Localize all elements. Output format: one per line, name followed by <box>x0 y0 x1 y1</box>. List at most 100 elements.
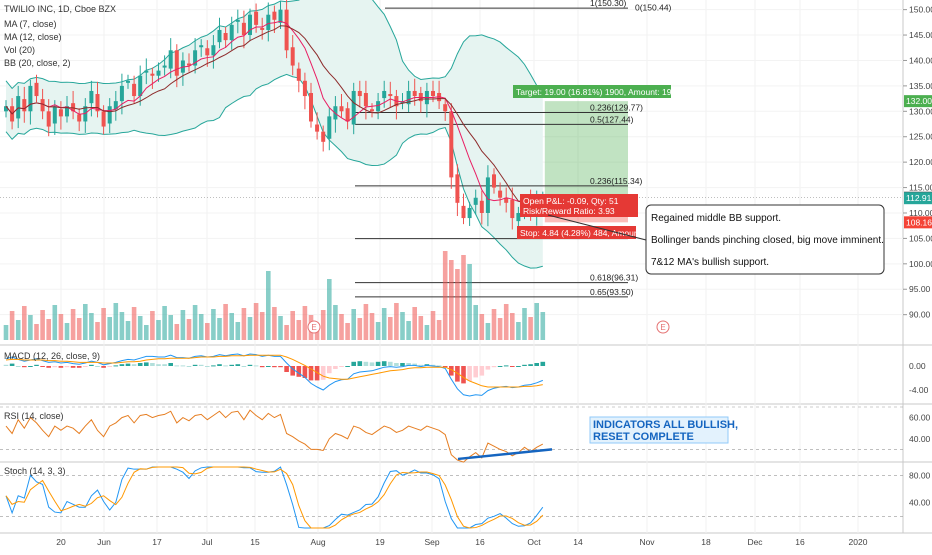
volume-bar <box>168 315 173 340</box>
macd-tick-label: -4.00 <box>909 385 929 395</box>
price-axis: 90.00 95.00 100.00 105.00 110.00 115.00 120.00… <box>56 5 932 547</box>
macd-histogram-bar <box>64 366 70 368</box>
earnings-marker-label: E <box>660 323 665 332</box>
x-tick-label: 2020 <box>849 537 868 547</box>
x-tick-label: Oct <box>527 537 541 547</box>
volume-bar <box>522 308 527 340</box>
macd-histogram-bar <box>412 363 417 366</box>
rsi-annotation-line-1: INDICATORS ALL BULLISH, <box>593 419 738 431</box>
candle-body <box>34 82 39 97</box>
fib-label: 0.5(127.44) <box>590 114 634 124</box>
macd-histogram-bar <box>119 364 125 366</box>
candle-body <box>290 47 295 66</box>
candle-body <box>302 80 307 97</box>
volume-bar <box>479 314 485 340</box>
macd-histogram-bar <box>534 363 539 366</box>
macd-histogram-bar <box>320 366 326 380</box>
price-tick-label: 100.00 <box>909 259 932 269</box>
candle-body <box>162 65 167 68</box>
macd-histogram-bar <box>430 364 436 366</box>
candle-body <box>28 85 33 112</box>
macd-histogram-bar <box>156 364 161 366</box>
volume-bar <box>235 322 241 340</box>
open-pl-label-bg <box>520 194 638 217</box>
volume-bar <box>528 317 533 340</box>
candle-body <box>205 48 210 56</box>
target-zone <box>544 101 628 198</box>
volume-bar <box>144 325 149 340</box>
macd-histogram-bar <box>528 364 533 366</box>
macd-histogram-bar <box>510 366 515 367</box>
callout-pointer <box>547 214 647 241</box>
macd-histogram-bar <box>229 364 234 366</box>
price-tick-label: 135.00 <box>909 81 932 91</box>
volume-bar <box>388 317 393 340</box>
macd-signal-line <box>5 354 543 388</box>
volume-bar <box>205 323 210 340</box>
macd-histogram-bar <box>168 363 173 366</box>
price-tick-label: 145.00 <box>909 30 932 40</box>
macd-histogram-bar <box>46 366 51 368</box>
candle-body <box>479 200 484 213</box>
fib-label: 1(150.30) <box>590 0 627 8</box>
macd-histogram-bar <box>522 364 527 366</box>
x-tick-label: 19 <box>375 537 385 547</box>
macd-histogram-bar <box>290 366 295 376</box>
macd-histogram-bar <box>418 364 424 366</box>
macd-histogram-bar <box>327 366 332 374</box>
volume-bar <box>229 313 234 340</box>
volume-bar <box>540 312 546 340</box>
candle-body <box>254 11 259 25</box>
volume-bar <box>534 303 539 340</box>
candle-body <box>516 212 521 222</box>
candle-body <box>16 96 21 119</box>
volume-bar <box>394 303 399 340</box>
volume-bar <box>101 308 106 340</box>
macd-histogram-bar <box>253 365 259 367</box>
bb-lower-line <box>5 73 543 269</box>
x-tick-label: 20 <box>56 537 66 547</box>
rsi-line <box>5 409 544 463</box>
x-tick-label: Aug <box>310 537 325 547</box>
earnings-marker <box>656 320 670 334</box>
price-tick-label: 95.00 <box>909 284 931 294</box>
volume-bar <box>516 322 521 340</box>
macd-histogram-bar <box>28 366 33 367</box>
candle-body <box>156 70 161 76</box>
macd-histogram-bar <box>375 361 381 366</box>
candle-body <box>284 9 289 51</box>
macd-histogram-bar <box>144 362 149 366</box>
macd-histogram-bar <box>52 366 58 368</box>
callout-line-3: 7&12 MA's bullish support. <box>651 257 769 268</box>
volume-bar <box>9 311 15 340</box>
macd-histogram-bar <box>259 366 265 368</box>
macd-histogram-bar <box>449 366 454 376</box>
macd-histogram-bar <box>34 364 39 366</box>
macd-histogram-bar <box>235 364 241 366</box>
rsi-title: RSI (14, close) <box>4 411 64 421</box>
macd-histogram-bar <box>192 364 198 366</box>
candle-body <box>248 14 252 36</box>
candle-body <box>217 29 222 43</box>
volume-bar <box>442 251 448 340</box>
stoch-d-line <box>5 466 544 529</box>
candle-body <box>95 94 100 112</box>
macd-title: MACD (12, 26, close, 9) <box>4 351 100 361</box>
candle-body <box>211 45 216 56</box>
candle-body <box>309 93 313 122</box>
candle-body <box>187 63 191 66</box>
macd-histogram-bar <box>15 366 21 367</box>
volume-bar <box>296 320 302 340</box>
candle-body <box>223 33 228 41</box>
volume-bar <box>406 321 411 340</box>
volume-bar <box>223 304 228 340</box>
macd-histogram-bar <box>436 365 442 367</box>
target-label: Target: 19.00 (16.81%) 1900, Amount: 196… <box>516 87 681 97</box>
volume-bar <box>357 318 363 340</box>
candle-body <box>473 197 478 205</box>
macd-histogram-bar <box>174 365 180 367</box>
macd-histogram-bar <box>363 361 369 366</box>
macd-histogram-bar <box>125 363 131 366</box>
price-tick-label: 110.00 <box>909 208 932 218</box>
candle-body <box>266 14 271 30</box>
